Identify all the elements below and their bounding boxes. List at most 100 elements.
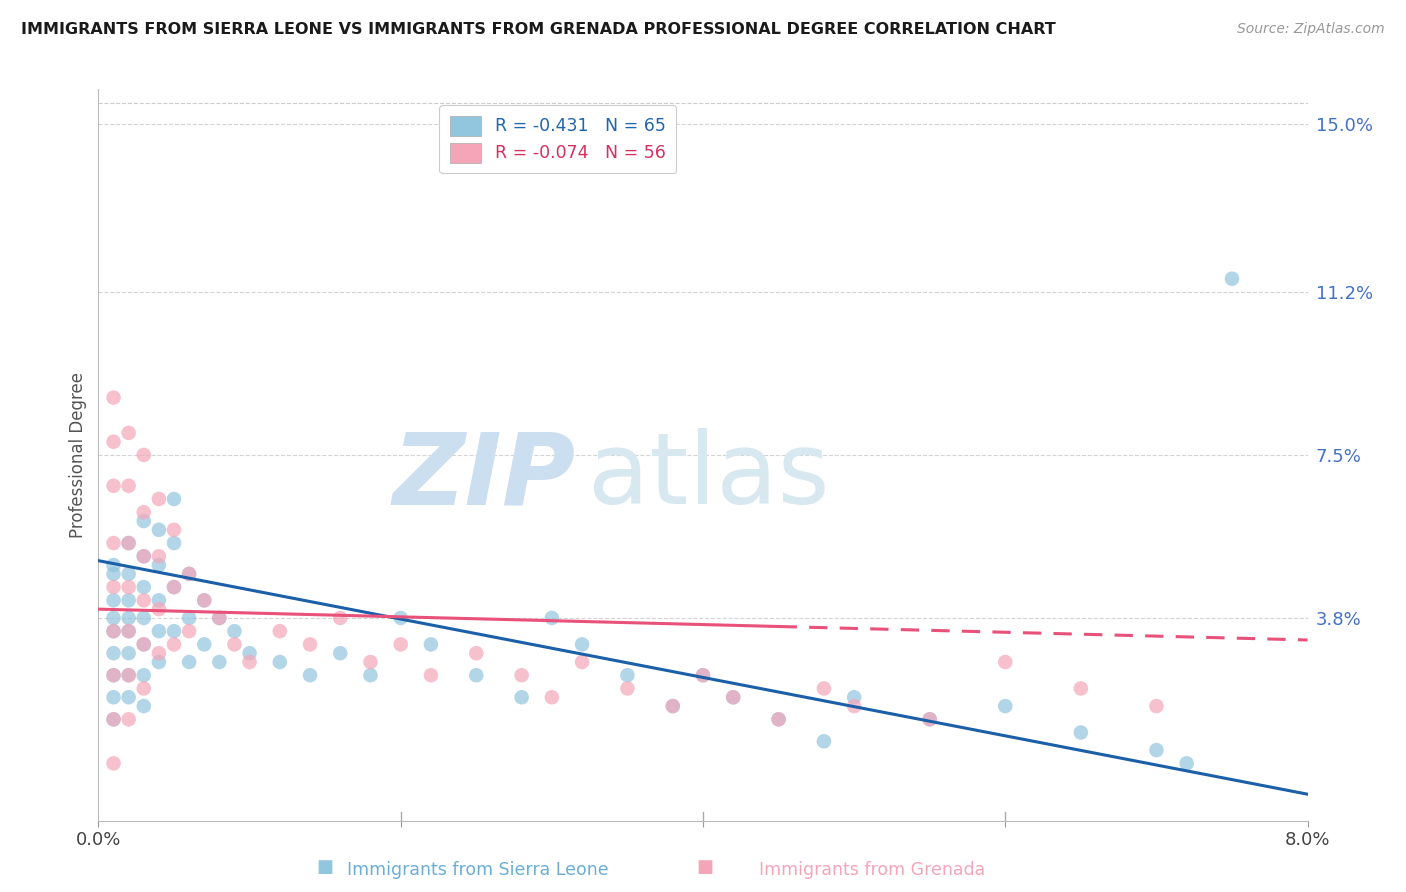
Text: Immigrants from Grenada: Immigrants from Grenada: [759, 861, 984, 879]
Point: [813, 734, 835, 748]
Point: [692, 668, 714, 682]
Point: [118, 566, 141, 581]
Point: [103, 611, 125, 625]
Point: [918, 712, 941, 726]
Point: [103, 580, 125, 594]
Point: [132, 593, 155, 607]
Point: [118, 536, 141, 550]
Point: [768, 712, 790, 726]
Point: [103, 624, 125, 639]
Point: [179, 624, 201, 639]
Point: [148, 624, 170, 639]
Point: [148, 491, 170, 506]
Point: [132, 611, 155, 625]
Point: [103, 756, 125, 771]
Point: [103, 593, 125, 607]
Point: [118, 580, 141, 594]
Point: [1175, 756, 1198, 771]
Point: [118, 690, 141, 705]
Point: [148, 602, 170, 616]
Point: [208, 611, 231, 625]
Point: [389, 637, 412, 651]
Point: [616, 681, 638, 696]
Point: [132, 514, 155, 528]
Text: ■: ■: [696, 858, 713, 876]
Point: [132, 448, 155, 462]
Point: [148, 655, 170, 669]
Point: [118, 624, 141, 639]
Point: [420, 668, 443, 682]
Point: [662, 699, 685, 714]
Point: [329, 646, 352, 660]
Point: [103, 391, 125, 405]
Point: [1070, 725, 1092, 739]
Point: [118, 479, 141, 493]
Point: [692, 668, 714, 682]
Text: Immigrants from Sierra Leone: Immigrants from Sierra Leone: [347, 861, 609, 879]
Point: [360, 655, 382, 669]
Point: [1070, 681, 1092, 696]
Point: [103, 646, 125, 660]
Point: [163, 580, 186, 594]
Point: [360, 668, 382, 682]
Point: [103, 668, 125, 682]
Point: [616, 668, 638, 682]
Point: [118, 646, 141, 660]
Point: [103, 712, 125, 726]
Point: [163, 637, 186, 651]
Point: [132, 549, 155, 564]
Point: [723, 690, 745, 705]
Point: [148, 523, 170, 537]
Point: [132, 580, 155, 594]
Point: [269, 624, 291, 639]
Point: [103, 558, 125, 572]
Point: [118, 668, 141, 682]
Point: [103, 536, 125, 550]
Point: [420, 637, 443, 651]
Point: [510, 690, 533, 705]
Point: [179, 655, 201, 669]
Point: [163, 491, 186, 506]
Point: [193, 637, 215, 651]
Point: [329, 611, 352, 625]
Point: [118, 668, 141, 682]
Point: [541, 611, 564, 625]
Text: ■: ■: [316, 858, 333, 876]
Point: [179, 566, 201, 581]
Point: [103, 668, 125, 682]
Point: [918, 712, 941, 726]
Point: [510, 668, 533, 682]
Point: [163, 536, 186, 550]
Point: [994, 655, 1017, 669]
Point: [571, 637, 593, 651]
Point: [299, 637, 322, 651]
Point: [193, 593, 215, 607]
Point: [389, 611, 412, 625]
Point: [163, 624, 186, 639]
Point: [844, 690, 866, 705]
Point: [768, 712, 790, 726]
Text: Source: ZipAtlas.com: Source: ZipAtlas.com: [1237, 22, 1385, 37]
Point: [723, 690, 745, 705]
Point: [193, 593, 215, 607]
Point: [118, 712, 141, 726]
Point: [148, 549, 170, 564]
Point: [662, 699, 685, 714]
Point: [132, 681, 155, 696]
Point: [148, 558, 170, 572]
Point: [239, 655, 262, 669]
Point: [118, 624, 141, 639]
Point: [118, 611, 141, 625]
Point: [224, 637, 246, 651]
Text: ZIP: ZIP: [394, 428, 576, 525]
Point: [103, 479, 125, 493]
Point: [132, 668, 155, 682]
Text: IMMIGRANTS FROM SIERRA LEONE VS IMMIGRANTS FROM GRENADA PROFESSIONAL DEGREE CORR: IMMIGRANTS FROM SIERRA LEONE VS IMMIGRAN…: [21, 22, 1056, 37]
Point: [208, 611, 231, 625]
Point: [148, 646, 170, 660]
Point: [269, 655, 291, 669]
Point: [1146, 743, 1168, 757]
Point: [224, 624, 246, 639]
Point: [239, 646, 262, 660]
Point: [844, 699, 866, 714]
